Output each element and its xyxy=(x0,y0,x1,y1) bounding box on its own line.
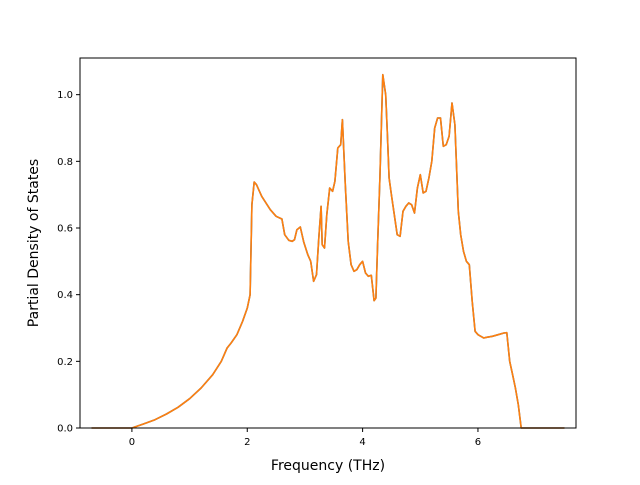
y-tick-label: 0.4 xyxy=(57,290,73,301)
axes-frame xyxy=(79,57,577,429)
x-tick-label: 4 xyxy=(359,437,365,448)
x-tick-label: 2 xyxy=(244,437,250,448)
y-tick-label: 0.0 xyxy=(57,424,73,435)
x-tick-label: 0 xyxy=(129,437,135,448)
y-axis-label: Partial Density of States xyxy=(26,159,42,327)
y-axis-ticks: 0.0 0.2 0.4 0.6 0.8 1.0 xyxy=(57,90,80,435)
x-tick-label: 6 xyxy=(475,437,481,448)
x-axis-ticks: 0 2 4 6 xyxy=(129,428,481,448)
y-tick-label: 0.2 xyxy=(57,357,73,368)
y-tick-label: 1.0 xyxy=(57,90,73,101)
y-tick-label: 0.6 xyxy=(57,224,73,235)
y-tick-label: 0.8 xyxy=(57,157,73,168)
plot-area xyxy=(91,73,565,429)
x-axis-label: Frequency (THz) xyxy=(271,458,385,474)
pdos-series-line-2 xyxy=(91,73,565,429)
